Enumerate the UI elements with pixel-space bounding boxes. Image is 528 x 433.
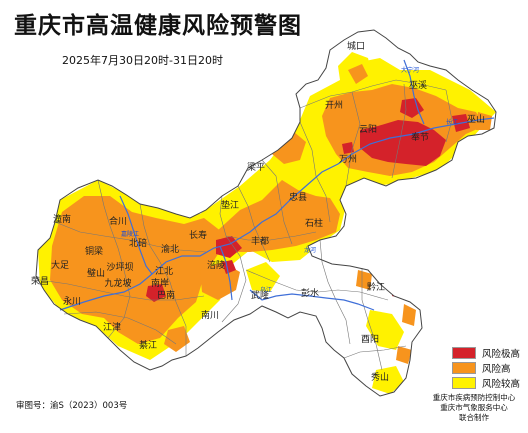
legend-swatch-high [452,361,476,374]
river-label: 龙河 [304,246,316,254]
district-label: 巫山 [467,114,485,125]
map-title: 重庆市高温健康风险预警图 [14,13,302,39]
district-label: 梁平 [247,161,265,173]
district-label: 云阳 [359,124,377,135]
district-label: 巴南 [157,289,175,301]
rivers [59,59,495,311]
district-label: 武隆 [251,289,269,301]
credit-joint: 联合制作 [459,413,489,422]
district-label: 南川 [201,309,219,321]
credits: 重庆市疾病预防控制中心 重庆市气象服务中心 联合制作 [420,393,528,423]
district-label: 渝北 [161,243,179,255]
approval-number: 审图号：渝S（2023）003号 [16,401,128,411]
district-label: 黔江 [367,281,385,293]
district-label: 铜梁 [85,245,103,257]
river-label: 大宁河 [401,66,419,74]
district-label: 石柱 [305,217,323,229]
legend-label-extreme: 风险极高 [482,348,521,360]
district-label: 忠县 [289,192,307,203]
district-label: 璧山 [87,267,105,279]
risk-high-zones [50,64,492,364]
district-label: 綦江 [139,339,157,351]
legend-item-extreme: 风险极高 [452,345,520,360]
district-label: 涪陵 [207,259,225,271]
district-label: 北碚 [129,237,147,249]
district-label: 垫江 [221,199,239,211]
district-label: 开州 [325,100,343,111]
district-label: 长寿 [189,229,207,241]
district-label: 彭水 [301,287,319,299]
river-label: 嘉陵江 [121,230,139,238]
legend-label-higher: 风险较高 [482,378,521,390]
district-label: 永川 [63,295,81,307]
legend-label-high: 风险高 [482,363,511,375]
district-label: 潼南 [53,213,71,225]
legend-swatch-higher [452,376,476,389]
credit-weather: 重庆市气象服务中心 [440,403,508,412]
river-label: 长江 [446,118,458,126]
district-label: 巫溪 [409,79,427,91]
risk-layer [38,52,496,394]
district-boundaries [39,79,453,371]
legend-swatch-extreme [452,346,476,359]
legend: 风险极高 风险高 风险较高 [452,345,520,390]
district-label: 合川 [109,215,127,227]
district-label: 秀山 [371,371,389,383]
legend-item-higher: 风险较高 [452,375,520,390]
district-label: 万州 [339,154,357,165]
district-label: 酉阳 [361,334,379,345]
district-label: 荣昌 [31,275,49,287]
district-label: 九龙坡 [104,277,131,289]
credit-cdc: 重庆市疾病预防控制中心 [432,393,516,402]
district-label: 南岸 [151,277,169,289]
district-label: 江津 [103,322,121,333]
legend-item-high: 风险高 [452,360,520,375]
river-label: 乌江 [260,286,272,294]
district-label: 丰都 [251,235,269,247]
district-label: 城口 [347,41,365,52]
district-label: 沙坪坝 [106,262,133,273]
map-subtitle: 2025年7月30日20时-31日20时 [62,54,223,67]
district-label: 江北 [155,266,173,277]
district-label: 大足 [51,259,69,271]
district-label: 奉节 [411,131,429,143]
